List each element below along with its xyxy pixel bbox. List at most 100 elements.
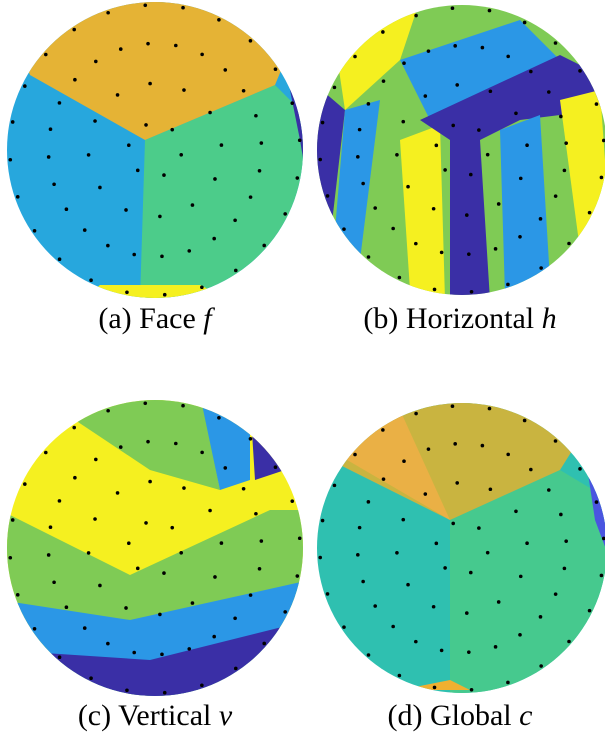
dot (44, 53, 48, 57)
dot (600, 176, 604, 180)
dot (398, 674, 402, 678)
dot (16, 593, 20, 597)
sphere-face (0, 0, 310, 300)
dot (398, 276, 402, 280)
dot (47, 553, 51, 557)
dot (525, 541, 529, 545)
dot (353, 453, 357, 457)
dot (223, 68, 227, 72)
dot (296, 176, 300, 180)
dot (518, 633, 522, 637)
dot (65, 207, 69, 211)
dot (144, 521, 148, 525)
dot (486, 551, 490, 555)
dot (333, 484, 337, 488)
dot (567, 242, 571, 246)
dot (342, 625, 346, 629)
dot (361, 580, 365, 584)
dot (220, 541, 224, 545)
dot (93, 517, 97, 521)
dot (381, 30, 385, 34)
dot (519, 575, 523, 579)
dot (382, 79, 386, 83)
dot (200, 53, 204, 57)
dot (539, 615, 543, 619)
dot (148, 480, 152, 484)
dot (506, 283, 510, 287)
dot (212, 237, 216, 241)
dot (127, 541, 131, 545)
dot (162, 571, 166, 575)
dot (143, 3, 147, 7)
dot (497, 600, 501, 604)
dot (146, 440, 150, 444)
dot (93, 119, 97, 123)
dot (33, 627, 37, 631)
dot (414, 14, 418, 18)
dot (200, 683, 204, 687)
dot (514, 112, 518, 116)
dot (262, 642, 266, 646)
dot (290, 499, 294, 503)
dot (16, 195, 20, 199)
dot (467, 252, 471, 256)
dot (65, 605, 69, 609)
dot (453, 44, 457, 48)
dot (72, 28, 76, 32)
dot (432, 605, 436, 609)
dot (361, 182, 365, 186)
caption-label: (a) Face (98, 302, 195, 335)
dot (506, 681, 510, 685)
dot (443, 168, 447, 172)
dot (283, 212, 287, 216)
dot (249, 39, 253, 43)
dot (106, 409, 110, 413)
caption-symbol: h (542, 302, 557, 335)
dot (326, 592, 330, 596)
dot (453, 442, 457, 446)
dot (11, 518, 15, 522)
dot (179, 153, 183, 157)
dot (181, 404, 185, 408)
dot (391, 227, 395, 231)
dot (406, 583, 410, 587)
dot (600, 574, 604, 578)
dot (494, 247, 498, 251)
dot (23, 482, 27, 486)
dot (451, 124, 455, 128)
dot (58, 655, 62, 659)
dot (567, 640, 571, 644)
dot (163, 691, 167, 695)
dot (160, 653, 164, 657)
dot (514, 510, 518, 514)
dot (321, 519, 325, 523)
dot (234, 667, 238, 671)
dot (249, 593, 253, 597)
dot (132, 253, 136, 257)
dot (89, 676, 93, 680)
caption-label: (b) Horizontal (363, 302, 534, 335)
sphere-global (310, 390, 605, 700)
dot (367, 255, 371, 259)
dot (554, 41, 558, 45)
dot (208, 509, 212, 513)
dot (158, 613, 162, 617)
dot (451, 404, 455, 408)
dot (451, 6, 455, 10)
dot (367, 500, 371, 504)
dot (125, 291, 129, 295)
dot (200, 285, 204, 289)
dot (506, 453, 510, 457)
dot (73, 476, 77, 480)
dot (427, 447, 431, 451)
dot (106, 11, 110, 15)
dot (414, 412, 418, 416)
dot (23, 84, 27, 88)
dot (174, 442, 178, 446)
dot (119, 47, 123, 51)
dot (148, 82, 152, 86)
dot (529, 70, 533, 74)
dot (564, 141, 568, 145)
dot (233, 616, 237, 620)
dot (223, 466, 227, 470)
